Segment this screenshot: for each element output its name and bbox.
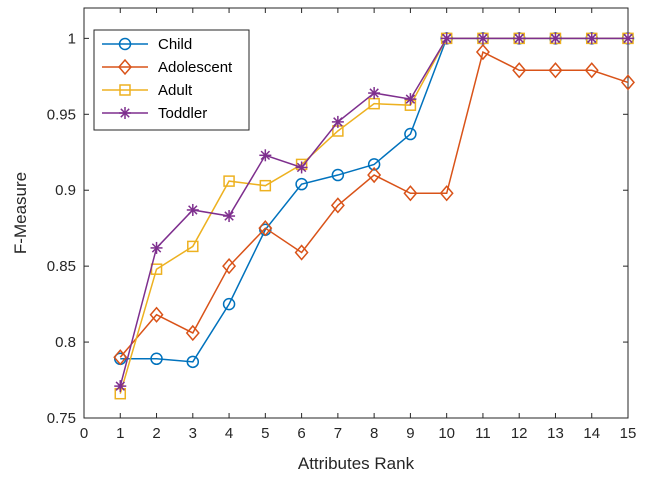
data-point bbox=[476, 32, 489, 45]
data-point bbox=[119, 84, 131, 96]
x-tick-label: 1 bbox=[116, 425, 124, 442]
series-toddler bbox=[114, 32, 634, 393]
data-point bbox=[185, 324, 200, 342]
data-point bbox=[186, 203, 199, 216]
data-point bbox=[549, 32, 562, 45]
data-point bbox=[475, 43, 490, 61]
y-tick-label: 0.8 bbox=[55, 334, 76, 351]
series-adolescent bbox=[113, 43, 635, 366]
x-axis-title: Attributes Rank bbox=[298, 454, 415, 473]
y-tick-label: 0.85 bbox=[47, 258, 76, 275]
x-tick-label: 5 bbox=[261, 425, 269, 442]
x-tick-label: 7 bbox=[334, 425, 342, 442]
y-tick-label: 0.95 bbox=[47, 106, 76, 123]
data-point bbox=[368, 87, 381, 100]
x-tick-label: 2 bbox=[152, 425, 160, 442]
x-tick-label: 9 bbox=[406, 425, 414, 442]
y-tick-label: 1 bbox=[68, 30, 76, 47]
data-point bbox=[295, 161, 308, 174]
data-point bbox=[513, 32, 526, 45]
data-point bbox=[150, 352, 163, 366]
x-tick-label: 8 bbox=[370, 425, 378, 442]
legend: Child Adolescent Adult Toddler bbox=[93, 29, 250, 131]
data-point bbox=[404, 93, 417, 106]
data-point bbox=[294, 244, 309, 261]
data-point bbox=[367, 158, 381, 171]
legend-label: Adolescent bbox=[158, 59, 233, 76]
data-point bbox=[330, 197, 345, 214]
legend-item-adult: Adult bbox=[102, 82, 193, 99]
legend-item-child: Child bbox=[102, 36, 192, 53]
data-point bbox=[584, 62, 599, 79]
data-point bbox=[119, 107, 131, 119]
data-point bbox=[149, 306, 164, 323]
data-point bbox=[439, 185, 454, 202]
data-point bbox=[331, 115, 344, 128]
x-tick-label: 0 bbox=[80, 425, 88, 442]
legend-item-toddler: Toddler bbox=[102, 105, 207, 122]
data-point bbox=[295, 177, 308, 191]
data-point bbox=[622, 32, 634, 45]
x-tick-label: 14 bbox=[583, 425, 600, 442]
data-point bbox=[404, 127, 417, 141]
x-tick-label: 11 bbox=[475, 425, 491, 442]
data-point bbox=[367, 166, 382, 184]
x-tick-label: 13 bbox=[547, 425, 564, 442]
y-axis-title: F-Measure bbox=[11, 172, 30, 254]
data-point bbox=[222, 297, 236, 311]
x-tick-label: 12 bbox=[511, 425, 528, 442]
data-point bbox=[118, 37, 132, 51]
y-tick-label: 0.9 bbox=[55, 182, 76, 199]
x-tick-label: 6 bbox=[297, 425, 305, 442]
data-point bbox=[118, 58, 132, 76]
data-point bbox=[187, 240, 199, 253]
legend-label: Child bbox=[158, 36, 192, 53]
series-line bbox=[119, 50, 629, 358]
data-point bbox=[621, 74, 635, 91]
data-point bbox=[222, 257, 237, 275]
x-tick-label: 10 bbox=[438, 425, 455, 442]
x-tick-label: 3 bbox=[189, 425, 197, 442]
data-point bbox=[259, 149, 272, 162]
data-point bbox=[114, 380, 127, 393]
data-point bbox=[259, 179, 272, 192]
data-point bbox=[150, 241, 163, 254]
data-point bbox=[512, 62, 527, 79]
data-point bbox=[223, 175, 235, 187]
legend-label: Adult bbox=[158, 82, 193, 99]
data-point bbox=[258, 220, 273, 237]
x-tick-label: 4 bbox=[225, 425, 233, 442]
data-point bbox=[331, 168, 345, 182]
legend-label: Toddler bbox=[158, 105, 207, 122]
x-axis: 0 1 2 3 4 5 6 7 8 9 10 11 12 13 14 15 bbox=[80, 8, 637, 442]
y-tick-label: 0.75 bbox=[47, 410, 76, 427]
x-tick-label: 15 bbox=[620, 425, 637, 442]
data-point bbox=[113, 349, 128, 366]
data-point bbox=[223, 210, 236, 223]
data-point bbox=[403, 185, 418, 202]
legend-item-adolescent: Adolescent bbox=[102, 58, 233, 76]
data-point bbox=[440, 32, 453, 45]
data-point bbox=[186, 355, 200, 369]
y-axis: 0.75 0.8 0.85 0.9 0.95 1 bbox=[47, 30, 628, 427]
data-point bbox=[548, 62, 563, 79]
data-point bbox=[585, 32, 598, 45]
